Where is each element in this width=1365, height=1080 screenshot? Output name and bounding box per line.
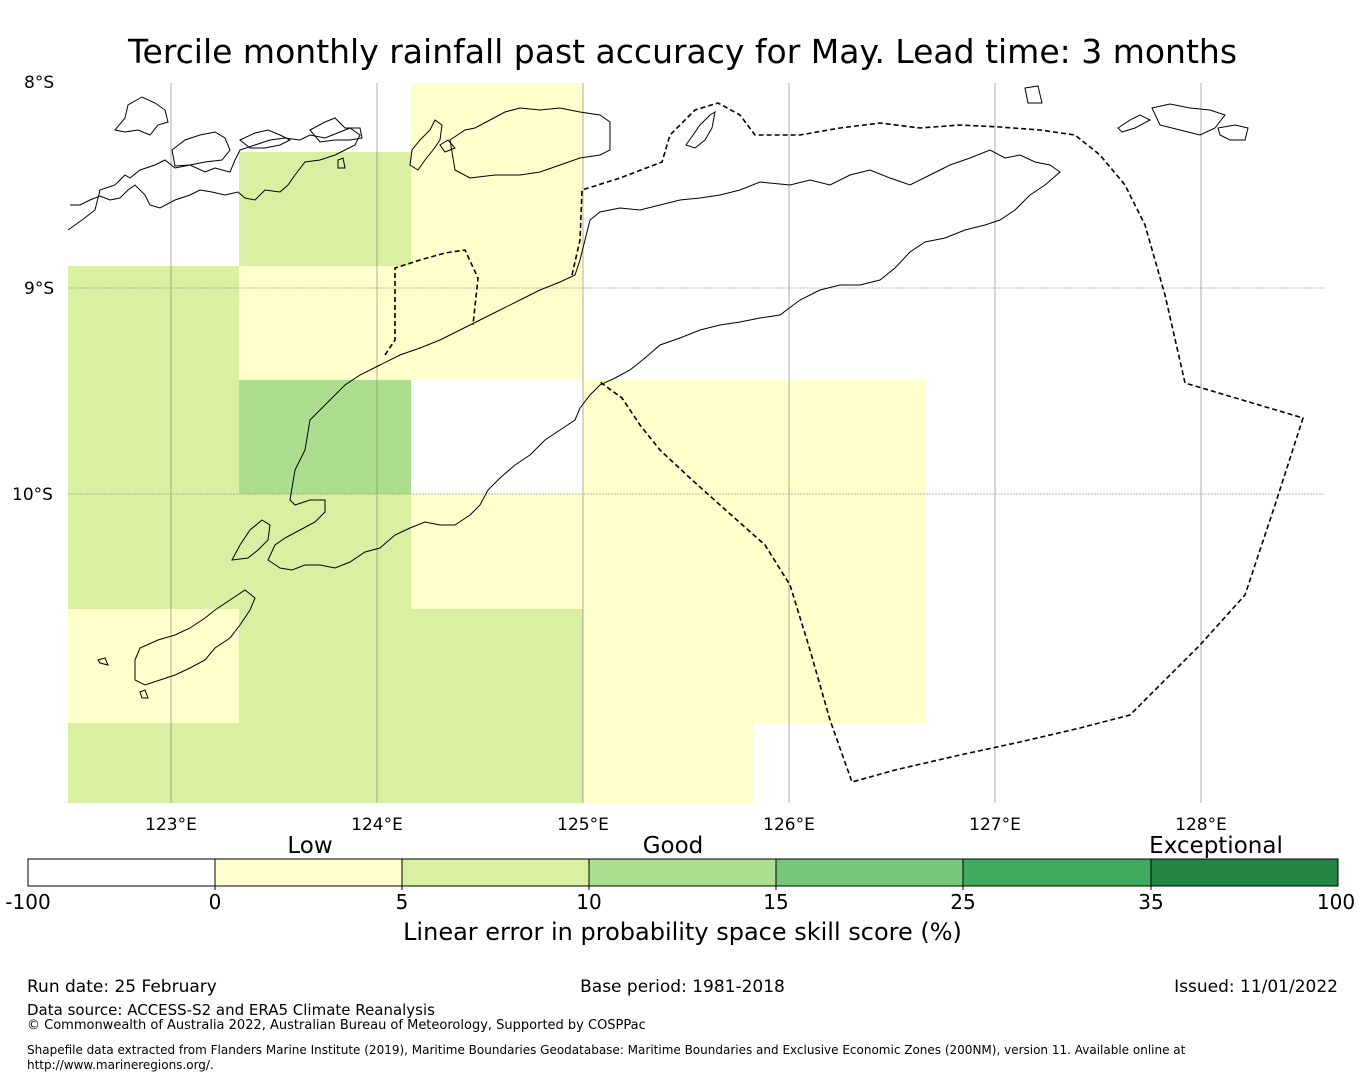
lon-label-124e: 124°E [351,815,403,835]
grid-cell [411,266,583,380]
islet [139,689,149,699]
lon-label-127e: 127°E [969,815,1021,835]
island [309,117,363,143]
shapefile-credit: Shapefile data extracted from Flanders M… [27,1043,1186,1057]
grid-cell [68,266,239,609]
colorbar-segment [776,859,963,886]
oecusse-border [384,249,479,356]
lon-label-126e: 126°E [763,815,815,835]
lat-label-10s: 10°S [12,485,53,505]
colorbar-frame [27,858,1339,887]
island [171,131,231,167]
islet [1117,114,1152,133]
base-period: Base period: 1981-2018 [580,977,785,997]
flores-north-islands [114,96,169,136]
boundaries [384,102,1305,783]
tick-label: 5 [396,890,409,914]
grid-cell [411,494,583,609]
colorbar-segment [589,859,776,886]
islet [1151,103,1226,136]
islet [1024,85,1043,104]
tick-label: 10 [576,890,601,914]
lon-label-128e: 128°E [1175,815,1227,835]
islet [97,657,109,666]
grid-cell [68,723,239,803]
tick-label: 35 [1138,890,1163,914]
category-exceptional: Exceptional [1149,833,1283,859]
grid-cell [239,494,411,609]
lat-label-9s: 9°S [24,279,54,299]
lat-label-8s: 8°S [24,73,54,93]
colorbar-segment [28,859,215,886]
grid-cell [583,380,926,723]
shapefile-url: http://www.marineregions.org/. [27,1058,214,1072]
grid-cell [239,152,411,266]
island [239,129,292,149]
skill-grid [68,83,926,803]
copyright: © Commonwealth of Australia 2022, Austra… [27,1018,646,1033]
alor-island [409,119,443,171]
grid-cell [239,266,411,380]
grid-cell [239,380,411,494]
semau-island [231,519,271,561]
tick-label: 0 [209,890,222,914]
issued-date: Issued: 11/01/2022 [1174,977,1338,997]
grid-cell [239,609,583,803]
islet [1217,124,1249,141]
tick-label: -100 [5,890,50,914]
colorbar-segment [1151,859,1338,886]
timor-northwest-coast [267,149,1061,571]
chart-title: Tercile monthly rainfall past accuracy f… [127,32,1238,71]
colorbar-segment [215,859,402,886]
lon-label-125e: 125°E [557,815,609,835]
colorbar-segment [963,859,1151,886]
lon-label-123e: 123°E [145,815,197,835]
rote-island [134,589,256,686]
islet [439,139,456,153]
colorbar-segment [402,859,589,886]
grid-cell [68,609,239,723]
tick-label: 25 [950,890,975,914]
category-low: Low [287,833,332,859]
colorbar-ticks [214,859,1152,890]
wetar-coastline [449,107,611,179]
run-date: Run date: 25 February [27,977,217,997]
islet [337,157,346,169]
coastlines [67,85,1249,699]
data-source: Data source: ACCESS-S2 and ERA5 Climate … [27,1001,435,1019]
graticule [68,83,1325,803]
tick-label: 100 [1317,890,1355,914]
colorbar-label: Linear error in probability space skill … [403,918,962,946]
eez-boundary [571,102,1305,783]
grid-cell [583,723,754,803]
colorbar [27,858,1339,890]
tick-label: 15 [763,890,788,914]
category-good: Good [643,833,704,859]
islet [685,110,716,149]
flores-coastline [67,127,361,231]
